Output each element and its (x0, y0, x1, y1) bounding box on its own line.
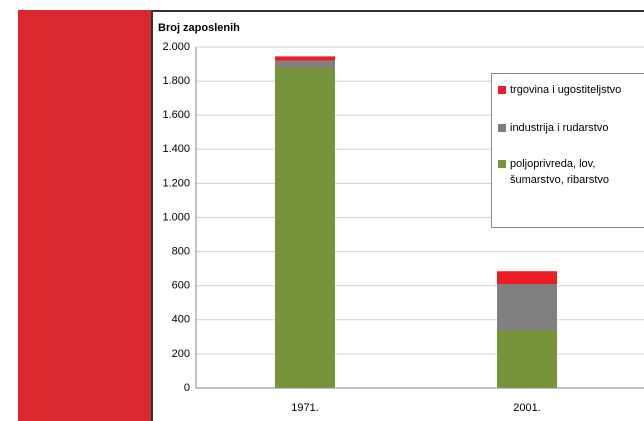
legend-item: poljoprivreda, lov, šumarstvo, ribarstvo (498, 156, 644, 188)
y-tick-label: 600 (172, 280, 190, 292)
x-tick-label: 1971. (291, 402, 319, 414)
legend-swatch (498, 160, 506, 168)
y-tick-label: 200 (172, 348, 190, 360)
legend-swatch (498, 124, 506, 132)
x-tick-label: 2001. (513, 402, 541, 414)
y-tick-label: 2.000 (162, 41, 190, 53)
legend-label: trgovina i ugostiteljstvo (510, 84, 622, 96)
chart-title: Broj zaposlenih (158, 22, 240, 34)
legend-item: industrija i rudarstvo (498, 120, 644, 136)
bar-segment (275, 67, 335, 389)
side-block (18, 10, 151, 421)
y-tick-label: 1.200 (162, 177, 190, 189)
bar-segment (497, 283, 557, 331)
legend: trgovina i ugostiteljstvo industrija i ru… (491, 73, 644, 228)
y-tick-label: 1.400 (162, 143, 190, 155)
y-tick-label: 400 (172, 314, 190, 326)
y-tick-label: 800 (172, 246, 190, 258)
bar-segment (275, 56, 335, 61)
legend-item: trgovina i ugostiteljstvo (498, 82, 644, 98)
y-tick-label: 1.800 (162, 75, 190, 87)
legend-label: poljoprivreda, lov, šumarstvo, ribarstvo (510, 158, 610, 186)
bar-segment (497, 330, 557, 388)
bar-segment (497, 271, 557, 284)
y-tick-label: 1.600 (162, 109, 190, 121)
legend-swatch (498, 86, 506, 94)
y-tick-label: 1.000 (162, 211, 190, 223)
y-tick-label: 0 (184, 382, 190, 394)
bar-segment (275, 60, 335, 68)
legend-label: industrija i rudarstvo (510, 122, 609, 134)
